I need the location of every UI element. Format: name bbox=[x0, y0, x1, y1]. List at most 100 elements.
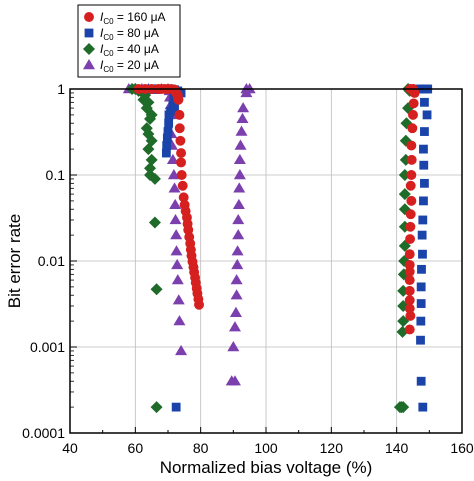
legend-box bbox=[77, 4, 181, 78]
data-point-circle bbox=[194, 299, 204, 310]
legend-entry: IC0 = 40 μA bbox=[83, 42, 159, 58]
data-point-square bbox=[416, 376, 426, 386]
data-point-square bbox=[417, 264, 426, 274]
data-point-square bbox=[169, 97, 179, 107]
data-point-circle bbox=[404, 259, 415, 270]
data-point-triangle bbox=[175, 344, 188, 356]
data-point-circle bbox=[176, 170, 187, 180]
data-point-circle bbox=[174, 123, 185, 134]
data-point-circle bbox=[405, 209, 416, 220]
legend-marker-triangle bbox=[83, 59, 95, 70]
data-point-triangle bbox=[234, 139, 247, 150]
data-point-square bbox=[416, 299, 426, 308]
data-point-diamond bbox=[150, 401, 163, 414]
data-point-square bbox=[418, 249, 427, 259]
data-point-triangle bbox=[232, 198, 245, 210]
y-tick-label: 1 bbox=[57, 81, 65, 97]
legend-marker-square bbox=[84, 28, 94, 38]
data-point-triangle bbox=[166, 153, 179, 165]
y-axis-title: Bit error rate bbox=[5, 214, 24, 308]
tick-labels: 40 60 80 100 120 140 160 0.0001 0.001 0.01 0.1 1 bbox=[22, 81, 474, 456]
data-point-triangle bbox=[240, 86, 253, 98]
ticks bbox=[69, 88, 463, 434]
data-point-square bbox=[170, 103, 179, 113]
data-point-triangle bbox=[169, 213, 182, 225]
legend-label: IC0 = 20 μA bbox=[100, 58, 159, 74]
legend-marker-diamond bbox=[83, 43, 95, 55]
data-point-square bbox=[418, 402, 428, 412]
data-point-square bbox=[418, 215, 428, 225]
data-point-square bbox=[416, 282, 426, 292]
data-point-square bbox=[416, 335, 425, 345]
legend-label: IC0 = 80 μA bbox=[100, 26, 159, 42]
data-point-circle bbox=[177, 180, 188, 191]
data-point-circle bbox=[173, 94, 184, 105]
data-point-square bbox=[171, 402, 181, 412]
data-point-circle bbox=[404, 303, 415, 314]
data-point-circle bbox=[405, 234, 416, 245]
data-point-circle bbox=[176, 148, 187, 159]
data-point-square bbox=[420, 97, 429, 107]
data-point-circle bbox=[408, 109, 418, 120]
x-tick-label: 120 bbox=[320, 440, 344, 456]
legend-label: IC0 = 160 μA bbox=[100, 10, 166, 26]
y-tick-label: 0.1 bbox=[46, 167, 66, 183]
data-point-diamond bbox=[148, 172, 161, 185]
x-tick-label: 160 bbox=[450, 440, 474, 456]
data-layer bbox=[122, 83, 433, 414]
data-point-square bbox=[419, 196, 428, 206]
data-point-triangle bbox=[231, 245, 244, 256]
x-tick-label: 100 bbox=[254, 440, 278, 456]
data-point-triangle bbox=[173, 315, 186, 326]
data-point-circle bbox=[406, 170, 417, 180]
data-point-square bbox=[162, 141, 172, 150]
data-point-triangle bbox=[228, 375, 241, 386]
data-point-triangle bbox=[230, 274, 243, 285]
data-point-square bbox=[161, 148, 171, 158]
data-point-square bbox=[162, 133, 172, 143]
data-point-circle bbox=[405, 310, 416, 321]
x-axis-title: Normalized bias voltage (%) bbox=[160, 458, 373, 477]
data-point-triangle bbox=[170, 229, 183, 240]
data-point-circle bbox=[405, 180, 416, 191]
data-point-circle bbox=[176, 157, 187, 168]
data-point-triangle bbox=[236, 112, 249, 124]
data-point-square bbox=[422, 110, 432, 120]
data-point-triangle bbox=[167, 169, 180, 180]
data-point-circle bbox=[178, 192, 189, 203]
data-point-circle bbox=[404, 324, 415, 335]
legend-marker-circle bbox=[84, 12, 94, 22]
data-point-circle bbox=[175, 135, 186, 146]
data-point-circle bbox=[404, 249, 415, 260]
data-point-circle bbox=[406, 195, 417, 206]
legend-entry: IC0 = 20 μA bbox=[83, 58, 159, 74]
x-tick-label: 60 bbox=[128, 440, 144, 456]
data-point-square bbox=[420, 178, 429, 188]
y-tick-label: 0.0001 bbox=[22, 425, 65, 441]
data-point-square bbox=[419, 160, 429, 170]
data-point-diamond bbox=[148, 216, 161, 229]
y-tick-label: 0.01 bbox=[38, 253, 65, 269]
data-point-triangle bbox=[230, 289, 243, 300]
data-point-triangle bbox=[233, 169, 246, 180]
data-point-triangle bbox=[228, 321, 241, 332]
series-circle bbox=[133, 84, 420, 335]
data-point-triangle bbox=[237, 102, 250, 113]
legend-entry: IC0 = 160 μA bbox=[84, 10, 166, 26]
data-point-diamond bbox=[150, 283, 163, 296]
data-point-triangle bbox=[170, 245, 183, 256]
data-point-circle bbox=[405, 221, 416, 232]
data-point-triangle bbox=[232, 213, 245, 225]
data-point-triangle bbox=[227, 341, 240, 352]
data-point-triangle bbox=[172, 294, 185, 305]
data-point-circle bbox=[406, 154, 417, 165]
data-point-triangle bbox=[232, 229, 245, 240]
data-point-circle bbox=[406, 140, 417, 151]
legend-entry: IC0 = 80 μA bbox=[84, 26, 159, 42]
data-point-diamond bbox=[142, 143, 155, 156]
data-point-circle bbox=[404, 285, 415, 296]
data-point-diamond bbox=[398, 188, 411, 201]
data-point-circle bbox=[407, 123, 418, 134]
data-point-triangle bbox=[231, 258, 244, 270]
